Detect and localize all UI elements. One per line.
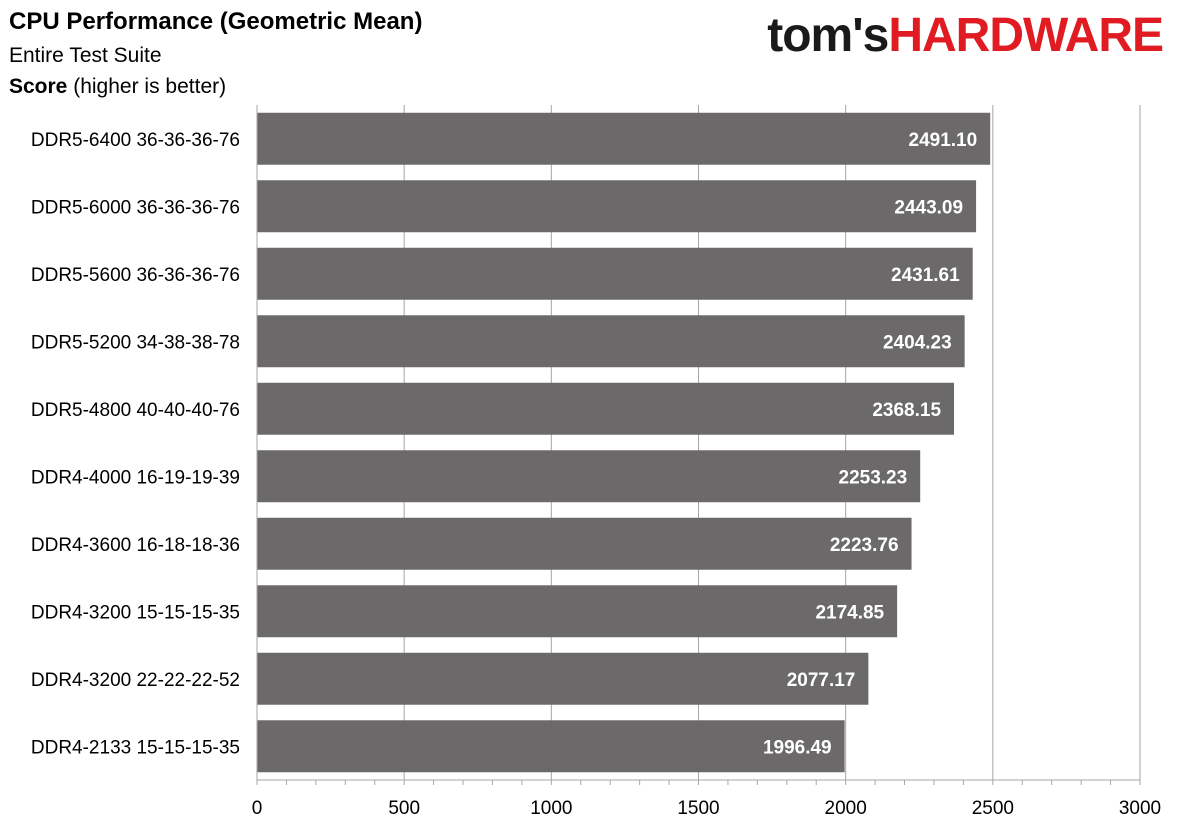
bar — [257, 450, 921, 503]
chart-title: CPU Performance (Geometric Mean) — [9, 8, 423, 35]
x-tick-label: 2000 — [825, 798, 867, 819]
value-label: 2253.23 — [839, 467, 908, 488]
chart-subtitle: Entire Test Suite — [9, 44, 162, 67]
logo-toms: tom's — [767, 9, 889, 62]
value-label: 2491.10 — [909, 130, 978, 151]
bar — [257, 720, 845, 773]
value-label: 2223.76 — [830, 535, 899, 556]
x-tick-label: 500 — [388, 798, 420, 819]
value-label: 2368.15 — [872, 400, 941, 421]
x-tick-label: 2500 — [972, 798, 1014, 819]
x-tick-label: 0 — [252, 798, 263, 819]
metric-label: Score (higher is better) — [9, 75, 226, 99]
value-label: 2174.85 — [815, 602, 884, 623]
x-tick-label: 1000 — [530, 798, 572, 819]
bar — [257, 247, 973, 300]
category-label: DDR5-5200 34-38-38-78 — [31, 332, 240, 353]
toms-hardware-logo: tom'sHARDWARE — [767, 8, 1164, 64]
x-tick-label: 1500 — [677, 798, 719, 819]
bar — [257, 112, 991, 165]
bar — [257, 315, 965, 368]
value-label: 1996.49 — [763, 737, 832, 758]
category-label: DDR4-3200 15-15-15-35 — [31, 602, 240, 623]
bar — [257, 180, 977, 233]
bar — [257, 382, 955, 435]
value-label: 2404.23 — [883, 332, 952, 353]
category-label: DDR4-2133 15-15-15-35 — [31, 737, 240, 758]
bar — [257, 517, 912, 570]
category-label: DDR5-6000 36-36-36-76 — [31, 197, 240, 218]
metric-rest: (higher is better) — [67, 75, 227, 98]
logo-hardware: HARDWARE — [888, 9, 1164, 62]
category-label: DDR4-3600 16-18-18-36 — [31, 535, 240, 556]
bar — [257, 585, 898, 638]
value-label: 2431.61 — [891, 265, 960, 286]
category-label: DDR5-4800 40-40-40-76 — [31, 400, 240, 421]
value-label: 2077.17 — [787, 670, 856, 691]
category-label: DDR4-4000 16-19-19-39 — [31, 467, 240, 488]
category-label: DDR4-3200 22-22-22-52 — [31, 670, 240, 691]
bar — [257, 652, 869, 705]
x-tick-label: 3000 — [1119, 798, 1161, 819]
value-label: 2443.09 — [894, 197, 963, 218]
category-label: DDR5-5600 36-36-36-76 — [31, 265, 240, 286]
category-label: DDR5-6400 36-36-36-76 — [31, 130, 240, 151]
metric-bold: Score — [9, 75, 68, 98]
